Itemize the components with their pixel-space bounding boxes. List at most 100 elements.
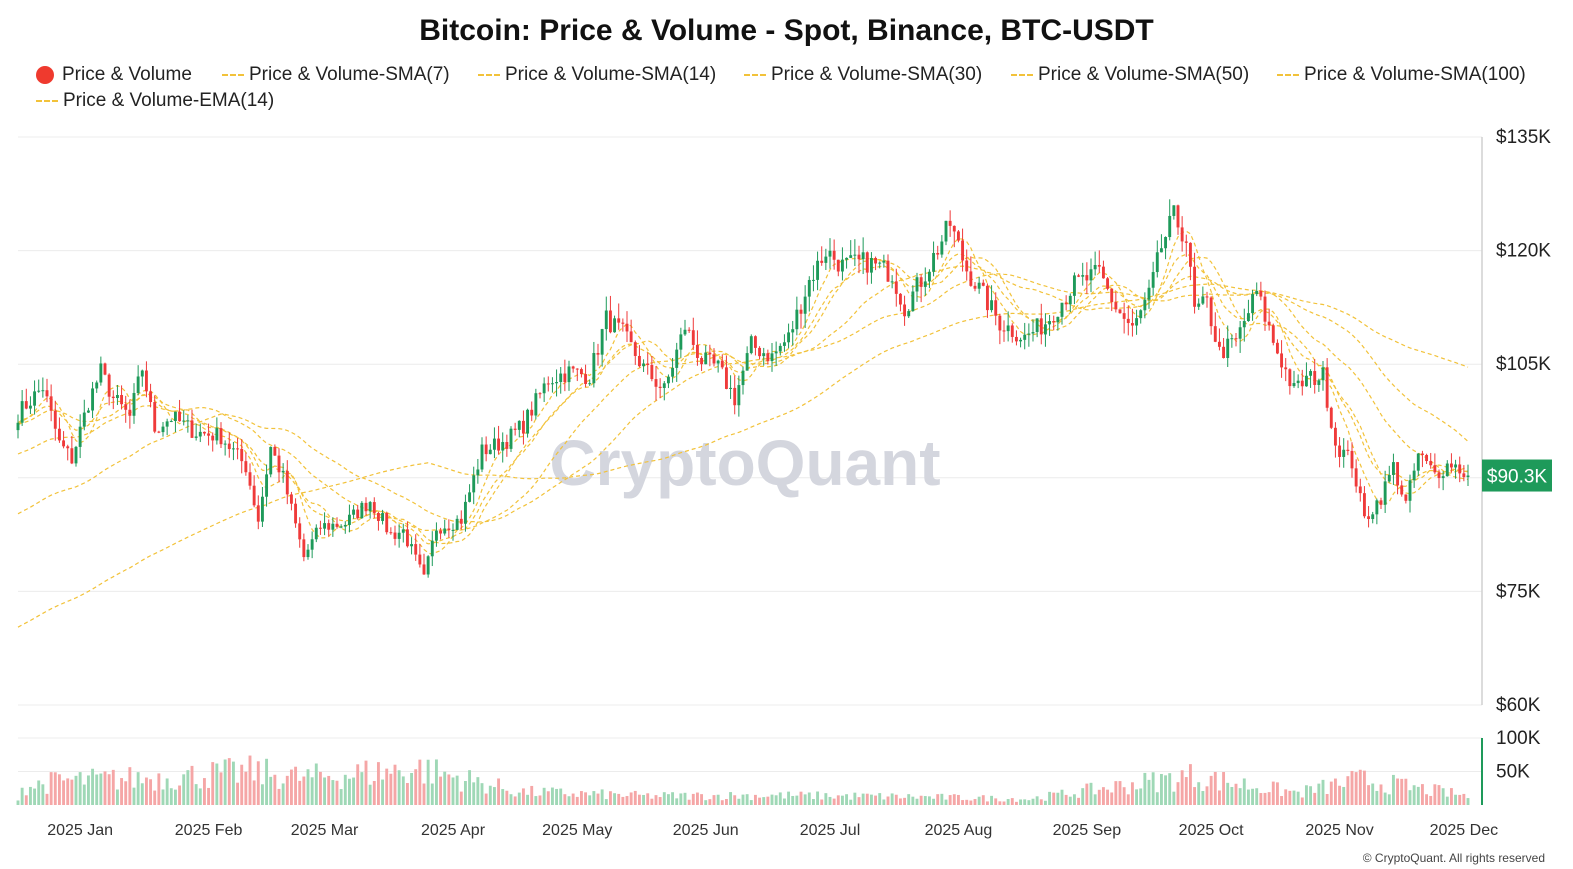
candle-body xyxy=(269,446,273,475)
volume-bar xyxy=(1168,773,1172,805)
candle-body xyxy=(857,254,861,260)
candle-body xyxy=(662,383,666,389)
candle xyxy=(215,417,219,445)
candle-body xyxy=(1449,463,1453,468)
candle xyxy=(1180,216,1184,252)
candle xyxy=(256,495,260,530)
candle-body xyxy=(613,318,617,333)
legend-item-sma-50[interactable]: Price & Volume-SMA(50) xyxy=(1011,64,1249,86)
candle-body xyxy=(733,387,737,406)
candle-body xyxy=(1425,454,1429,462)
legend-item-sma-7[interactable]: Price & Volume-SMA(7) xyxy=(222,64,450,86)
candle xyxy=(169,419,173,423)
volume-bar xyxy=(787,791,791,805)
candle-body xyxy=(1358,486,1362,494)
volume-bar xyxy=(434,759,438,805)
legend-item-sma-30[interactable]: Price & Volume-SMA(30) xyxy=(744,64,982,86)
candle xyxy=(339,524,343,529)
candle-body xyxy=(969,271,973,286)
time-tick-label: 2025 Feb xyxy=(175,822,243,839)
volume-bar xyxy=(66,778,70,805)
candle-body xyxy=(1300,380,1304,387)
volume-bar xyxy=(969,800,973,805)
candle-body xyxy=(1387,474,1391,482)
candle xyxy=(1263,290,1267,331)
price-tick-label: $120K xyxy=(1496,241,1551,262)
candle-body xyxy=(869,257,873,273)
candle-body xyxy=(588,383,592,385)
candle xyxy=(1333,422,1337,458)
volume-bar xyxy=(874,795,878,805)
candle xyxy=(306,544,310,560)
candle xyxy=(861,237,865,275)
candle xyxy=(791,320,795,346)
volume-bar xyxy=(1396,778,1400,805)
candle-body xyxy=(795,309,799,330)
candle xyxy=(1089,258,1093,293)
candle xyxy=(1184,234,1188,257)
volume-bar xyxy=(505,790,509,805)
candle-body xyxy=(816,260,820,280)
candle xyxy=(1246,299,1250,322)
candle-body xyxy=(74,446,78,464)
candle xyxy=(1425,453,1429,464)
time-tick-label: 2025 May xyxy=(542,822,612,839)
volume-bar xyxy=(637,794,641,805)
candle-body xyxy=(1433,465,1437,473)
volume-bar xyxy=(244,771,248,805)
candle-body xyxy=(78,426,82,447)
candle xyxy=(1052,315,1056,331)
candle-body xyxy=(99,363,103,383)
candle-body xyxy=(215,428,219,441)
volume-bar xyxy=(443,771,447,805)
candle-body xyxy=(124,404,128,410)
volume-bar xyxy=(1383,792,1387,805)
volume-bar xyxy=(501,789,505,805)
candle xyxy=(546,376,550,392)
candle xyxy=(364,497,368,516)
volume-bar xyxy=(289,769,293,805)
volume-bar xyxy=(219,772,223,805)
volume-bar xyxy=(1193,787,1197,805)
candle xyxy=(497,425,501,455)
candle-body xyxy=(194,436,198,438)
volume-bar xyxy=(1367,785,1371,805)
candle-body xyxy=(1251,294,1255,314)
candle-body xyxy=(86,410,90,413)
candle-body xyxy=(650,365,654,380)
candle-body xyxy=(111,396,115,399)
candle xyxy=(1454,459,1458,479)
candle xyxy=(451,523,455,541)
legend-item-price-volume[interactable]: Price & Volume xyxy=(36,64,192,86)
volume-bar xyxy=(20,787,24,805)
volume-bar xyxy=(277,788,281,805)
candle xyxy=(969,256,973,287)
candle-body xyxy=(434,530,438,541)
volume-bar xyxy=(700,794,704,805)
volume-bar xyxy=(857,797,861,805)
time-tick-label: 2025 Mar xyxy=(291,822,359,839)
volume-bar xyxy=(1222,772,1226,805)
legend-item-ema-14[interactable]: Price & Volume-EMA(14) xyxy=(36,90,274,112)
last-price-marker: $90.3K xyxy=(1482,459,1552,492)
legend-item-sma-100[interactable]: Price & Volume-SMA(100) xyxy=(1277,64,1526,86)
candle-body xyxy=(476,469,480,476)
candle-body xyxy=(567,366,571,383)
volume-bar xyxy=(720,800,724,805)
candle-body xyxy=(306,549,310,558)
legend-item-sma-14[interactable]: Price & Volume-SMA(14) xyxy=(478,64,716,86)
candle-body xyxy=(1097,264,1101,267)
candle-body xyxy=(579,369,583,375)
candle xyxy=(103,362,107,376)
candle xyxy=(1309,369,1313,388)
volume-bar xyxy=(1035,796,1039,805)
volume-bar xyxy=(1313,792,1317,805)
copyright-notice: © CryptoQuant. All rights reserved xyxy=(1362,851,1545,865)
volume-bar xyxy=(1449,788,1453,805)
candle-body xyxy=(372,502,376,513)
candle xyxy=(1296,374,1300,389)
volume-bar xyxy=(1416,786,1420,805)
candle-body xyxy=(538,393,542,395)
candle xyxy=(1429,452,1433,469)
